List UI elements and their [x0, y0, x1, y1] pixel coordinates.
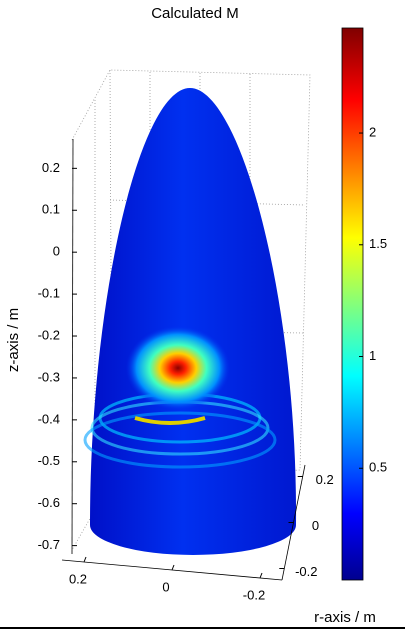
x-tick-label: 0	[162, 579, 169, 594]
colorbar	[341, 27, 364, 581]
z-tick-label: 0.2	[42, 160, 60, 175]
colorbar-tick-label: 2	[369, 124, 376, 139]
chart-title: Calculated M	[151, 5, 239, 22]
z-tick-label: 0	[53, 244, 60, 259]
colorbar-tick-label: 1.5	[369, 236, 387, 251]
x-tick	[83, 556, 87, 563]
z-tick-label: -0.3	[38, 369, 60, 384]
colorbar-tick-label: 0.5	[369, 460, 387, 475]
x-tick	[259, 572, 263, 579]
x-axis-label: r-axis / m	[314, 609, 376, 626]
colorbar-tick-label: 1	[369, 348, 376, 363]
z-tick-label: 0.1	[42, 202, 60, 217]
z-tick-label: -0.5	[38, 453, 60, 468]
z-axis-line	[71, 138, 74, 555]
x-tick	[171, 564, 175, 571]
y-tick-label: 0	[312, 518, 319, 533]
z-tick-label: -0.1	[38, 286, 60, 301]
surface	[83, 88, 297, 555]
x-tick-label: -0.2	[243, 587, 265, 602]
y-tick-label: 0.2	[316, 472, 334, 487]
z-tick-label: -0.2	[38, 327, 60, 342]
z-tick-label: -0.7	[38, 537, 60, 552]
y-tick-label: -0.2	[295, 564, 317, 579]
z-axis-label: z-axis / m	[5, 308, 22, 372]
z-tick-label: -0.4	[38, 411, 60, 426]
z-tick-label: -0.6	[38, 495, 60, 510]
x-tick-label: 0.2	[69, 571, 87, 586]
